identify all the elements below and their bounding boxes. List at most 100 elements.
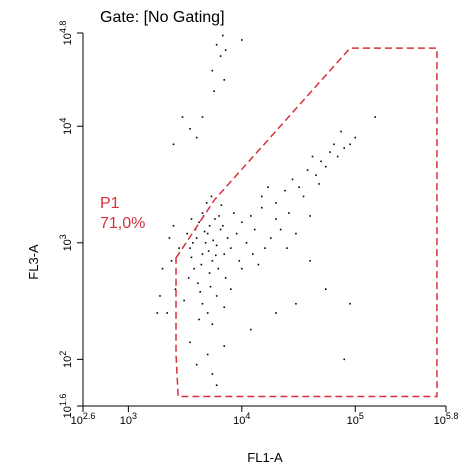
x-tick-label: 105.8 <box>434 411 459 427</box>
event-dot <box>329 151 331 153</box>
tick-label-exponent: 2 <box>58 351 68 356</box>
event-dot <box>192 242 194 244</box>
event-dot <box>217 267 220 270</box>
event-dot <box>168 237 171 239</box>
y-tick-label: 101.6 <box>58 394 74 419</box>
event-dot <box>343 358 346 361</box>
x-tick-label: 104 <box>233 411 250 427</box>
event-dot <box>235 232 238 235</box>
event-dot <box>170 260 173 262</box>
tick-label-exponent: 5.8 <box>446 411 459 421</box>
event-dot <box>201 212 204 214</box>
event-dot <box>223 306 226 309</box>
event-dot <box>189 247 191 249</box>
event-dot <box>286 247 288 249</box>
event-dot <box>218 215 220 217</box>
tick-label-base: 10 <box>62 406 74 418</box>
event-dot <box>208 272 211 274</box>
event-dot <box>198 221 200 224</box>
event-dot <box>200 263 203 266</box>
event-dot <box>195 136 198 139</box>
tick-label-exponent: 4.8 <box>58 21 68 34</box>
event-dot <box>269 237 272 239</box>
event-dot <box>159 295 161 297</box>
event-dot <box>374 116 377 118</box>
event-dot <box>186 232 188 235</box>
tick-label-exponent: 5 <box>359 411 364 421</box>
event-dot <box>241 221 243 224</box>
event-dot <box>223 79 226 81</box>
event-dot <box>279 228 282 231</box>
event-dot <box>172 143 175 146</box>
event-dot <box>306 169 309 171</box>
event-dot <box>340 130 342 133</box>
event-dot <box>187 277 190 279</box>
event-dot <box>190 256 193 259</box>
tick-label-exponent: 1.6 <box>58 394 68 407</box>
event-dot <box>324 165 327 168</box>
event-dot <box>336 155 339 158</box>
event-dot <box>197 282 199 285</box>
tick-label-exponent: 2.6 <box>83 411 96 421</box>
event-dot <box>295 232 297 235</box>
x-tick-label: 102.6 <box>71 411 96 427</box>
event-dot <box>230 288 232 290</box>
event-dot <box>219 228 222 231</box>
event-dot <box>183 299 185 302</box>
event-dot <box>208 224 211 227</box>
event-dot <box>291 178 294 181</box>
event-dot <box>215 43 218 46</box>
event-dot <box>178 247 180 249</box>
event-dot <box>298 186 300 188</box>
y-tick-label: 103 <box>58 234 74 251</box>
event-dot <box>260 206 263 209</box>
event-dot <box>206 353 209 356</box>
event-dot <box>241 267 243 270</box>
tick-label-base: 10 <box>62 239 74 251</box>
event-dot <box>245 242 248 244</box>
tick-label-base: 10 <box>62 123 74 135</box>
tick-label-exponent: 4 <box>245 411 250 421</box>
event-dot <box>211 323 214 326</box>
event-dot <box>198 318 200 321</box>
event-dot <box>215 384 218 387</box>
event-dot <box>174 288 177 290</box>
event-dot <box>343 147 346 149</box>
event-dot <box>211 260 214 262</box>
event-dot <box>311 155 314 158</box>
tick-label-base: 10 <box>62 356 74 368</box>
event-dot <box>214 218 216 220</box>
event-dot <box>275 218 277 220</box>
event-dot <box>222 224 224 227</box>
event-dot <box>204 242 207 244</box>
event-dot <box>203 230 206 233</box>
event-dot <box>349 143 351 146</box>
event-dot <box>224 277 227 279</box>
event-dot <box>318 183 320 185</box>
event-dot <box>252 253 254 255</box>
event-dot <box>211 373 214 375</box>
y-tick-label: 104.8 <box>58 21 74 46</box>
event-dot <box>205 202 208 204</box>
y-tick-label: 102 <box>58 351 74 368</box>
event-dot <box>275 312 277 314</box>
tick-label-exponent: 3 <box>58 234 68 239</box>
tick-label-exponent: 4 <box>58 118 68 123</box>
tick-label-base: 10 <box>347 415 359 427</box>
event-dot <box>195 237 198 239</box>
event-dot <box>190 218 193 220</box>
event-dot <box>201 253 204 255</box>
event-dot <box>324 288 327 290</box>
event-dot <box>219 55 222 57</box>
event-dot <box>156 312 159 314</box>
event-dot <box>253 228 256 231</box>
event-dot <box>224 49 227 51</box>
event-dot <box>233 212 235 214</box>
event-dot <box>249 328 252 331</box>
event-dot <box>260 195 263 198</box>
event-dot <box>215 295 218 297</box>
tick-label-exponent: 3 <box>132 411 137 421</box>
event-dot <box>315 174 317 177</box>
event-dot <box>222 34 224 37</box>
gate-percent: 71,0% <box>100 215 145 232</box>
